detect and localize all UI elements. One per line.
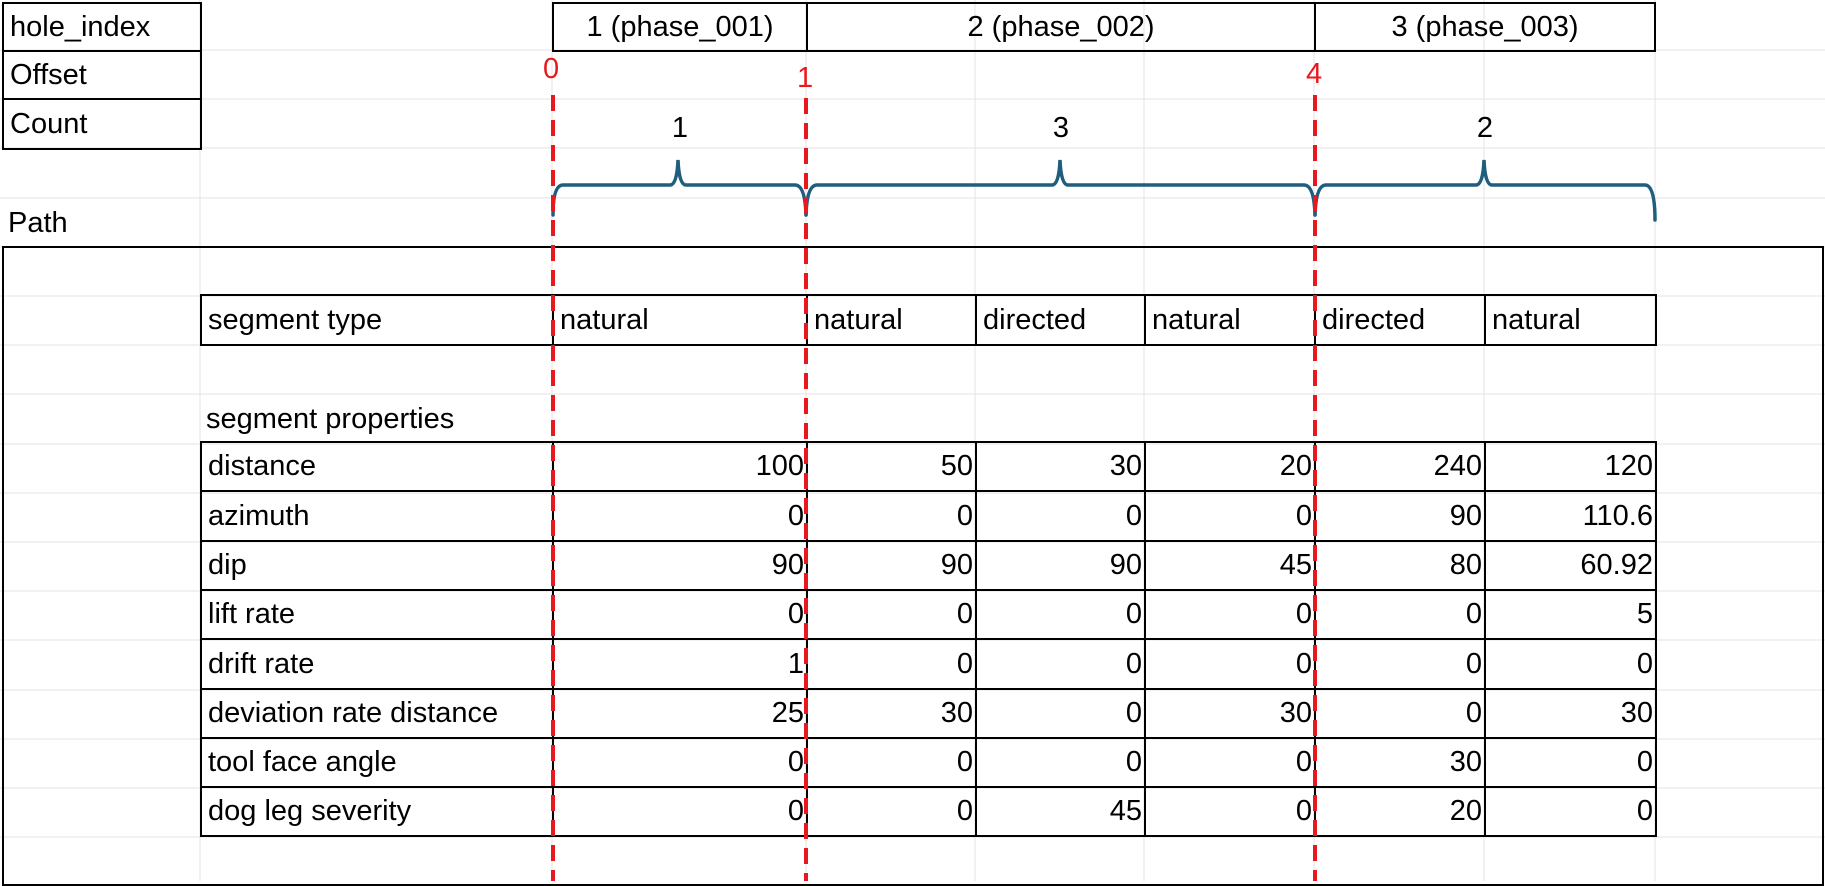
property-value-cell: 0 (975, 688, 1146, 739)
property-value-cell: 0 (975, 737, 1146, 788)
property-value-cell: 1 (552, 638, 808, 690)
segment-type-cell: directed (975, 294, 1146, 346)
property-value-cell: 0 (552, 786, 808, 837)
count-value: 2 (1476, 112, 1494, 144)
property-value-cell: 110.6 (1484, 490, 1657, 542)
property-value-cell: 100 (552, 441, 808, 492)
property-value-cell: 25 (552, 688, 808, 739)
property-value-cell: 0 (1144, 589, 1316, 640)
hole-index-cell: 3 (phase_003) (1314, 2, 1656, 52)
property-value-cell: 0 (552, 589, 808, 640)
property-value-cell: 0 (552, 490, 808, 542)
property-label: azimuth (200, 490, 554, 542)
property-label: drift rate (200, 638, 554, 690)
segment-type-cell: natural (1144, 294, 1316, 346)
property-value-cell: 45 (975, 786, 1146, 837)
count-header: Count (2, 98, 202, 150)
property-value-cell: 0 (975, 589, 1146, 640)
property-value-cell: 0 (806, 638, 977, 690)
hole-index-header: hole_index (2, 2, 202, 52)
property-value-cell: 20 (1144, 441, 1316, 492)
offset-marker-label: 4 (1306, 58, 1323, 90)
property-value-cell: 45 (1144, 540, 1316, 591)
property-value-cell: 0 (1314, 688, 1486, 739)
property-value-cell: 30 (975, 441, 1146, 492)
property-value-cell: 60.92 (1484, 540, 1657, 591)
property-label: distance (200, 441, 554, 492)
property-value-cell: 5 (1484, 589, 1657, 640)
count-value: 3 (1052, 112, 1070, 144)
property-value-cell: 30 (1314, 737, 1486, 788)
property-value-cell: 90 (975, 540, 1146, 591)
property-value-cell: 0 (552, 737, 808, 788)
property-value-cell: 30 (1144, 688, 1316, 739)
property-label: dog leg severity (200, 786, 554, 837)
offset-header: Offset (2, 50, 202, 100)
property-label: deviation rate distance (200, 688, 554, 739)
property-value-cell: 0 (975, 638, 1146, 690)
segment-properties-label: segment properties (206, 402, 455, 435)
hole-index-cell: 1 (phase_001) (552, 2, 808, 52)
property-value-cell: 120 (1484, 441, 1657, 492)
property-value-cell: 0 (1144, 490, 1316, 542)
property-value-cell: 0 (806, 737, 977, 788)
property-value-cell: 90 (552, 540, 808, 591)
property-value-cell: 30 (806, 688, 977, 739)
property-value-cell: 0 (1144, 786, 1316, 837)
property-value-cell: 50 (806, 441, 977, 492)
property-value-cell: 0 (806, 589, 977, 640)
property-value-cell: 0 (975, 490, 1146, 542)
property-value-cell: 90 (1314, 490, 1486, 542)
property-value-cell: 0 (1484, 638, 1657, 690)
property-value-cell: 0 (1484, 786, 1657, 837)
segment-type-cell: directed (1314, 294, 1486, 346)
property-value-cell: 0 (1484, 737, 1657, 788)
property-label: tool face angle (200, 737, 554, 788)
segment-type-label: segment type (200, 294, 554, 346)
offset-marker-label: 0 (543, 53, 560, 85)
property-value-cell: 0 (1314, 638, 1486, 690)
property-label: lift rate (200, 589, 554, 640)
hole-index-cell: 2 (phase_002) (806, 2, 1316, 52)
property-value-cell: 30 (1484, 688, 1657, 739)
property-value-cell: 0 (1144, 638, 1316, 690)
property-value-cell: 20 (1314, 786, 1486, 837)
segment-type-cell: natural (1484, 294, 1657, 346)
property-value-cell: 0 (806, 490, 977, 542)
property-value-cell: 80 (1314, 540, 1486, 591)
property-value-cell: 240 (1314, 441, 1486, 492)
count-value: 1 (671, 112, 689, 144)
property-label: dip (200, 540, 554, 591)
offset-marker-label: 1 (797, 62, 814, 94)
property-value-cell: 90 (806, 540, 977, 591)
property-value-cell: 0 (1144, 737, 1316, 788)
property-value-cell: 0 (1314, 589, 1486, 640)
property-value-cell: 0 (806, 786, 977, 837)
path-label: Path (8, 206, 68, 239)
segment-type-cell: natural (806, 294, 977, 346)
segment-type-cell: natural (552, 294, 808, 346)
